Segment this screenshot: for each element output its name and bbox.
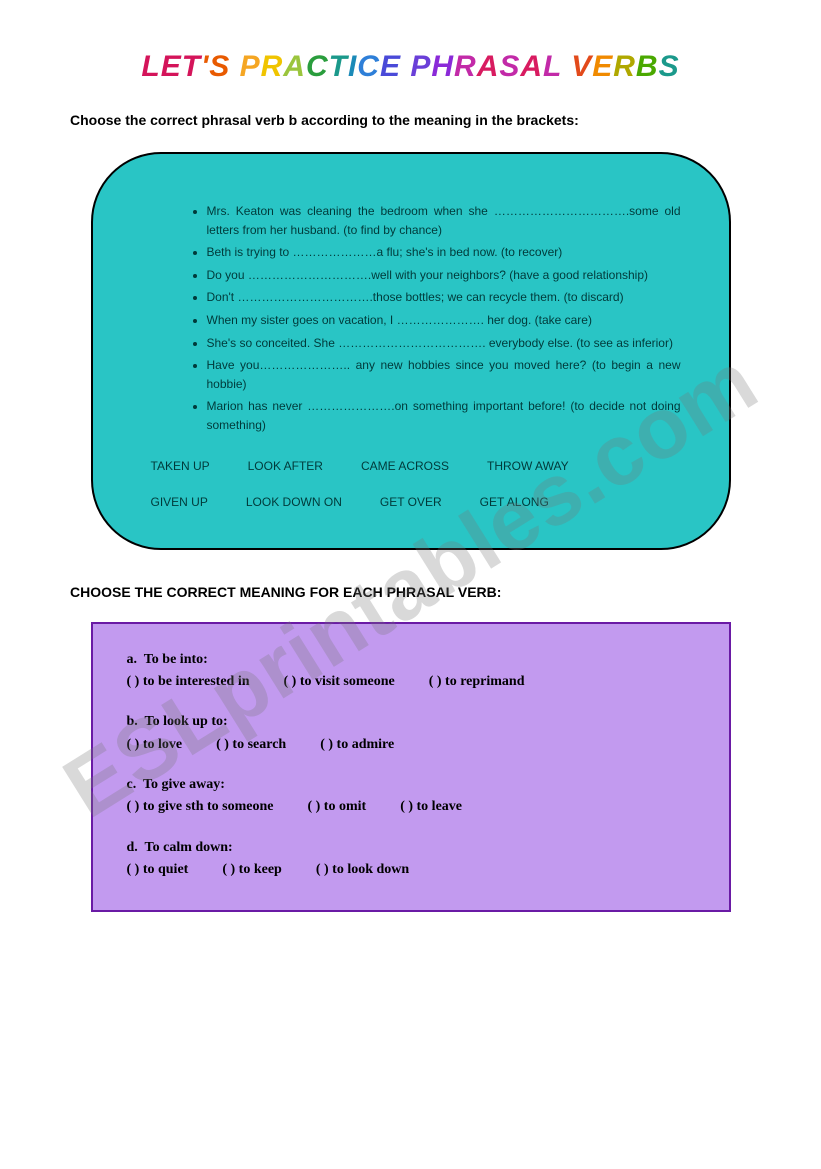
q-letter: b. (127, 714, 138, 729)
page-title: LET'S PRACTICE PHRASAL VERBS (70, 50, 751, 84)
option: THROW AWAY (487, 457, 569, 476)
option: CAME ACROSS (361, 457, 449, 476)
title-rainbow: LET'S PRACTICE PHRASAL VERBS (141, 50, 679, 83)
list-item: Do you ………………………….well with your neighbo… (207, 266, 681, 285)
list-item: She's so conceited. She ………………………………. ev… (207, 334, 681, 353)
list-item: Have you………………….. any new hobbies since … (207, 356, 681, 393)
list-item: Don't …………………………….those bottles; we can … (207, 288, 681, 307)
list-item: Mrs. Keaton was cleaning the bedroom whe… (207, 202, 681, 239)
question-b: b. To look up to: ( ) to love ( ) to sea… (127, 712, 695, 755)
question-a: a. To be into: ( ) to be interested in (… (127, 650, 695, 693)
exercise-1-box: Mrs. Keaton was cleaning the bedroom whe… (91, 152, 731, 550)
q-verb: To give away: (143, 777, 225, 792)
choice: ( ) to leave (400, 797, 462, 817)
question-d: d. To calm down: ( ) to quiet ( ) to kee… (127, 838, 695, 881)
choice: ( ) to keep (222, 860, 282, 880)
instruction-1: Choose the correct phrasal verb b accord… (70, 112, 751, 128)
q-letter: a. (127, 652, 138, 667)
choice: ( ) to search (216, 735, 286, 755)
option: GET OVER (380, 493, 442, 512)
choice: ( ) to reprimand (429, 672, 525, 692)
choice: ( ) to visit someone (284, 672, 395, 692)
option: LOOK AFTER (248, 457, 323, 476)
choice: ( ) to look down (316, 860, 409, 880)
choice: ( ) to love (127, 735, 183, 755)
list-item: When my sister goes on vacation, I ……………… (207, 311, 681, 330)
option: GET ALONG (480, 493, 549, 512)
question-c: c. To give away: ( ) to give sth to some… (127, 775, 695, 818)
options-row-1: TAKEN UP LOOK AFTER CAME ACROSS THROW AW… (133, 457, 689, 476)
q-verb: To calm down: (145, 840, 233, 855)
exercise-1-list: Mrs. Keaton was cleaning the bedroom whe… (133, 202, 689, 435)
q-verb: To be into: (144, 652, 208, 667)
list-item: Beth is trying to …………………a flu; she's in… (207, 243, 681, 262)
option: LOOK DOWN ON (246, 493, 342, 512)
q-letter: d. (127, 840, 138, 855)
instruction-2: CHOOSE THE CORRECT MEANING FOR EACH PHRA… (70, 584, 751, 600)
choice: ( ) to give sth to someone (127, 797, 274, 817)
choice: ( ) to quiet (127, 860, 189, 880)
option: TAKEN UP (151, 457, 210, 476)
exercise-2-box: a. To be into: ( ) to be interested in (… (91, 622, 731, 912)
q-verb: To look up to: (145, 714, 228, 729)
q-letter: c. (127, 777, 137, 792)
choice: ( ) to admire (320, 735, 394, 755)
choice: ( ) to omit (307, 797, 366, 817)
choice: ( ) to be interested in (127, 672, 250, 692)
option: GIVEN UP (151, 493, 208, 512)
list-item: Marion has never ………………….on something im… (207, 397, 681, 434)
options-row-2: GIVEN UP LOOK DOWN ON GET OVER GET ALONG (133, 493, 689, 512)
